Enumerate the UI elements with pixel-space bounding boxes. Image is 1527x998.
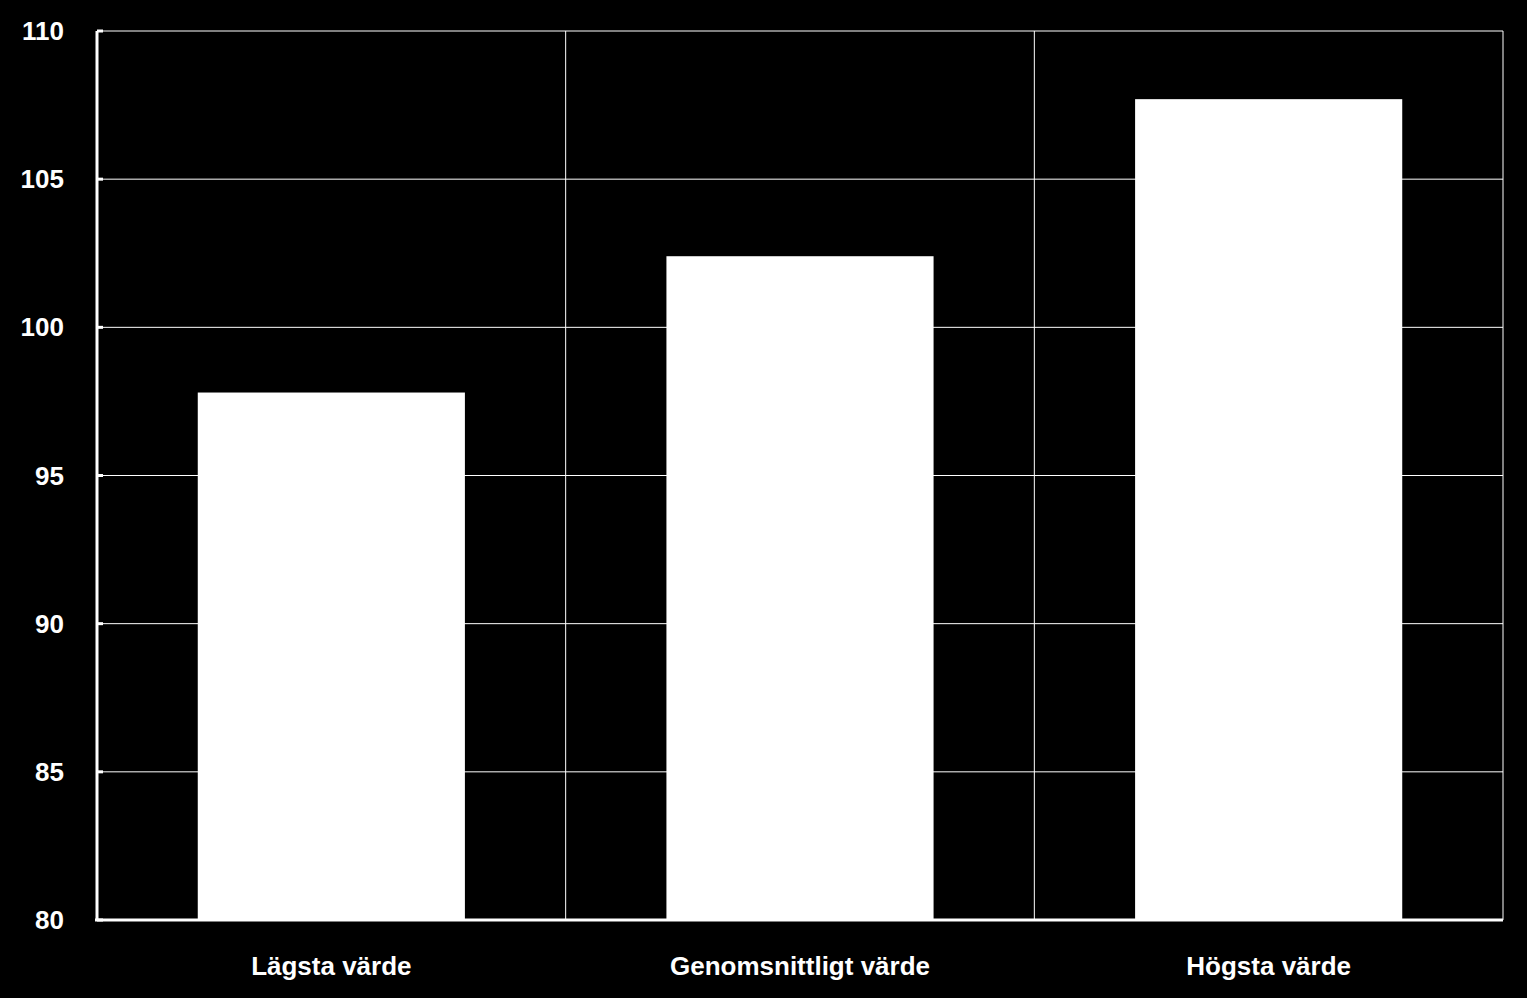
chart-container: 80 85 90 95 100 105 110 Lägsta värde Genomsnittl… (0, 0, 1527, 998)
category-grid-line (1503, 31, 1504, 920)
category-grid-line (1034, 31, 1035, 920)
bar (666, 256, 933, 920)
tick-label: 110 (22, 16, 64, 46)
x-axis (95, 919, 1503, 922)
bar (198, 393, 465, 920)
tick-label: 80 (35, 905, 64, 935)
category-grid-line (565, 31, 566, 920)
category-label: Lägsta värde (251, 951, 411, 981)
tick-label: 85 (35, 757, 64, 787)
tick-label: 105 (21, 164, 64, 194)
category-label: Högsta värde (1186, 951, 1351, 981)
tick-label: 95 (35, 461, 64, 491)
category-label: Genomsnittligt värde (670, 951, 930, 981)
tick-label: 100 (21, 312, 64, 342)
chart-svg: 80 85 90 95 100 105 110 Lägsta värde Genomsnittl… (0, 0, 1527, 998)
y-axis (96, 31, 99, 920)
tick-label: 90 (35, 609, 64, 639)
background (0, 0, 1527, 998)
bars (198, 99, 1402, 920)
grid-line (97, 31, 1503, 32)
bar (1135, 99, 1402, 920)
